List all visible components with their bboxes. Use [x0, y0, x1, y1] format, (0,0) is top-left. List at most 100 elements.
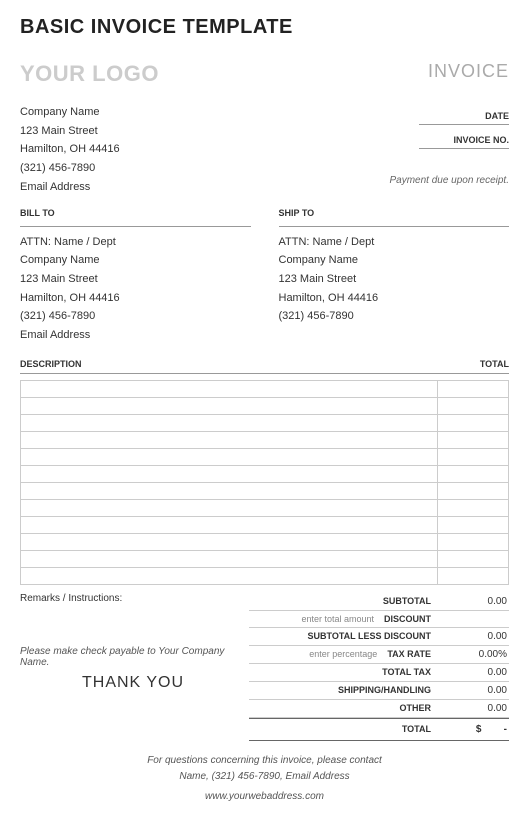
- footer-line2: Name, (321) 456-7890, Email Address: [20, 769, 509, 785]
- tax-rate-row: enter percentage TAX RATE 0.00%: [249, 646, 509, 664]
- from-block: Company Name 123 Main Street Hamilton, O…: [20, 103, 120, 196]
- table-row: [21, 448, 508, 465]
- page-title: BASIC INVOICE TEMPLATE: [20, 16, 509, 39]
- item-total-cell[interactable]: [438, 534, 508, 550]
- item-desc-cell[interactable]: [21, 568, 438, 584]
- grand-total-value: $ -: [441, 724, 509, 735]
- ship-to-block: SHIP TO ATTN: Name / Dept Company Name 1…: [279, 206, 510, 344]
- discount-row: enter total amount DISCOUNT: [249, 611, 509, 628]
- other-value: 0.00: [441, 703, 509, 714]
- total-header: TOTAL: [480, 359, 509, 369]
- ship-to-city: Hamilton, OH 44416: [279, 289, 510, 308]
- table-row: [21, 414, 508, 431]
- item-total-cell[interactable]: [438, 500, 508, 516]
- payment-terms: Payment due upon receipt.: [389, 175, 509, 186]
- table-row: [21, 567, 508, 584]
- description-header: DESCRIPTION: [20, 359, 82, 369]
- from-city: Hamilton, OH 44416: [20, 140, 120, 159]
- tax-rate-label: TAX RATE: [387, 649, 431, 659]
- item-desc-cell[interactable]: [21, 551, 438, 567]
- item-total-cell[interactable]: [438, 415, 508, 431]
- table-row: [21, 516, 508, 533]
- table-row: [21, 431, 508, 448]
- total-tax-value: 0.00: [441, 667, 509, 678]
- subtotal-row: SUBTOTAL 0.00: [249, 593, 509, 611]
- discount-hint: enter total amount: [301, 614, 374, 624]
- bill-to-block: BILL TO ATTN: Name / Dept Company Name 1…: [20, 206, 251, 344]
- bill-to-header: BILL TO: [20, 206, 251, 226]
- from-company: Company Name: [20, 103, 120, 122]
- item-total-cell[interactable]: [438, 381, 508, 397]
- invoice-no-label: INVOICE NO.: [419, 131, 509, 149]
- item-desc-cell[interactable]: [21, 534, 438, 550]
- item-desc-cell[interactable]: [21, 398, 438, 414]
- total-tax-label: TOTAL TAX: [249, 667, 431, 677]
- below-grid: Remarks / Instructions: Please make chec…: [20, 593, 509, 741]
- tax-rate-hint: enter percentage: [309, 649, 377, 659]
- bill-to-email: Email Address: [20, 326, 251, 345]
- table-row: [21, 550, 508, 567]
- totals-block: SUBTOTAL 0.00 enter total amount DISCOUN…: [249, 593, 509, 741]
- ship-to-attn: ATTN: Name / Dept: [279, 233, 510, 252]
- sub-less-row: SUBTOTAL LESS DISCOUNT 0.00: [249, 628, 509, 646]
- item-total-cell[interactable]: [438, 466, 508, 482]
- date-label: DATE: [419, 107, 509, 125]
- from-email: Email Address: [20, 178, 120, 197]
- grand-total-row: TOTAL $ -: [249, 718, 509, 741]
- sub-less-label: SUBTOTAL LESS DISCOUNT: [249, 631, 431, 641]
- subtotal-label: SUBTOTAL: [249, 596, 431, 606]
- sub-less-value: 0.00: [441, 631, 509, 642]
- shipping-label: SHIPPING/HANDLING: [249, 685, 431, 695]
- remarks-block: Remarks / Instructions: Please make chec…: [20, 593, 237, 741]
- info-row: Company Name 123 Main Street Hamilton, O…: [20, 87, 509, 196]
- item-desc-cell[interactable]: [21, 500, 438, 516]
- item-total-cell[interactable]: [438, 517, 508, 533]
- ship-to-company: Company Name: [279, 251, 510, 270]
- item-desc-cell[interactable]: [21, 415, 438, 431]
- item-desc-cell[interactable]: [21, 381, 438, 397]
- payable-text: Please make check payable to Your Compan…: [20, 646, 237, 668]
- tax-rate-value: 0.00%: [441, 649, 509, 660]
- item-desc-cell[interactable]: [21, 483, 438, 499]
- ship-to-phone: (321) 456-7890: [279, 307, 510, 326]
- subtotal-value: 0.00: [441, 596, 509, 607]
- bill-to-street: 123 Main Street: [20, 270, 251, 289]
- from-street: 123 Main Street: [20, 122, 120, 141]
- bill-to-phone: (321) 456-7890: [20, 307, 251, 326]
- shipping-value: 0.00: [441, 685, 509, 696]
- table-row: [21, 397, 508, 414]
- other-label: OTHER: [249, 703, 431, 713]
- table-row: [21, 499, 508, 516]
- table-row: [21, 465, 508, 482]
- item-total-cell[interactable]: [438, 551, 508, 567]
- item-total-cell[interactable]: [438, 432, 508, 448]
- item-total-cell[interactable]: [438, 568, 508, 584]
- line-items-grid: [20, 380, 509, 585]
- table-row: [21, 380, 508, 397]
- header-row: YOUR LOGO INVOICE: [20, 61, 509, 87]
- table-row: [21, 482, 508, 499]
- item-desc-cell[interactable]: [21, 466, 438, 482]
- footer-line1: For questions concerning this invoice, p…: [20, 753, 509, 769]
- line-items-header: DESCRIPTION TOTAL: [20, 359, 509, 374]
- ship-to-street: 123 Main Street: [279, 270, 510, 289]
- item-desc-cell[interactable]: [21, 517, 438, 533]
- grand-total-label: TOTAL: [249, 724, 431, 734]
- thank-you: THANK YOU: [82, 674, 237, 692]
- shipping-row: SHIPPING/HANDLING 0.00: [249, 682, 509, 700]
- item-total-cell[interactable]: [438, 483, 508, 499]
- item-desc-cell[interactable]: [21, 432, 438, 448]
- meta-block: DATE INVOICE NO. Payment due upon receip…: [389, 101, 509, 186]
- address-columns: BILL TO ATTN: Name / Dept Company Name 1…: [20, 206, 509, 344]
- ship-to-header: SHIP TO: [279, 206, 510, 226]
- item-total-cell[interactable]: [438, 449, 508, 465]
- remarks-label: Remarks / Instructions:: [20, 593, 237, 604]
- from-phone: (321) 456-7890: [20, 159, 120, 178]
- item-total-cell[interactable]: [438, 398, 508, 414]
- footer-web: www.yourwebaddress.com: [20, 789, 509, 805]
- bill-to-city: Hamilton, OH 44416: [20, 289, 251, 308]
- bill-to-company: Company Name: [20, 251, 251, 270]
- item-desc-cell[interactable]: [21, 449, 438, 465]
- bill-to-attn: ATTN: Name / Dept: [20, 233, 251, 252]
- logo-placeholder: YOUR LOGO: [20, 61, 159, 87]
